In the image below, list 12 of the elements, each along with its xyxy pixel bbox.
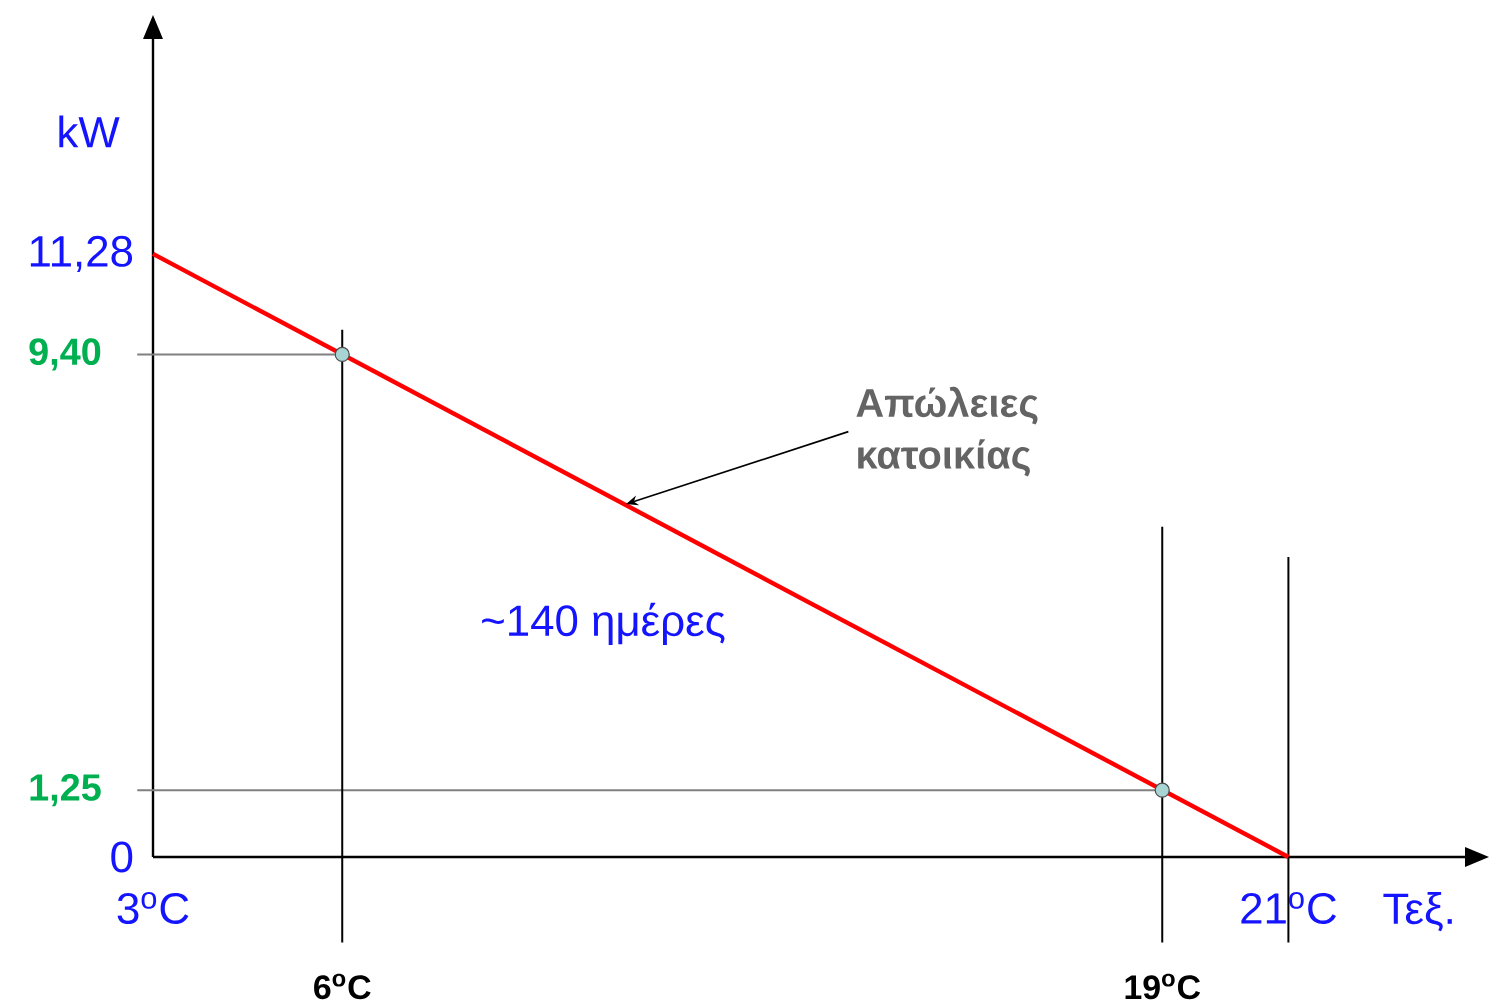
x-axis-title: Τεξ.: [1383, 892, 1452, 932]
ref-line-label: 9,40: [29, 338, 101, 371]
annotation: Απώλειες κατοικίας: [856, 386, 1038, 477]
ref-line-label: 19$^{o}$C: [1125, 973, 1201, 1000]
x-tick-label: 3$^{o}$C: [117, 892, 189, 924]
ref-line-label: 1,25: [30, 774, 101, 807]
y-tick-label: 11,28: [30, 235, 133, 273]
y-axis-title: kW: [59, 115, 120, 148]
annotation: ~140 ημέρες: [482, 602, 725, 645]
y-tick-label: 0: [111, 841, 133, 873]
x-tick-label: 21$^{o}$C: [1241, 892, 1336, 924]
ref-line-label: 6$^{o}$C: [314, 973, 371, 1000]
